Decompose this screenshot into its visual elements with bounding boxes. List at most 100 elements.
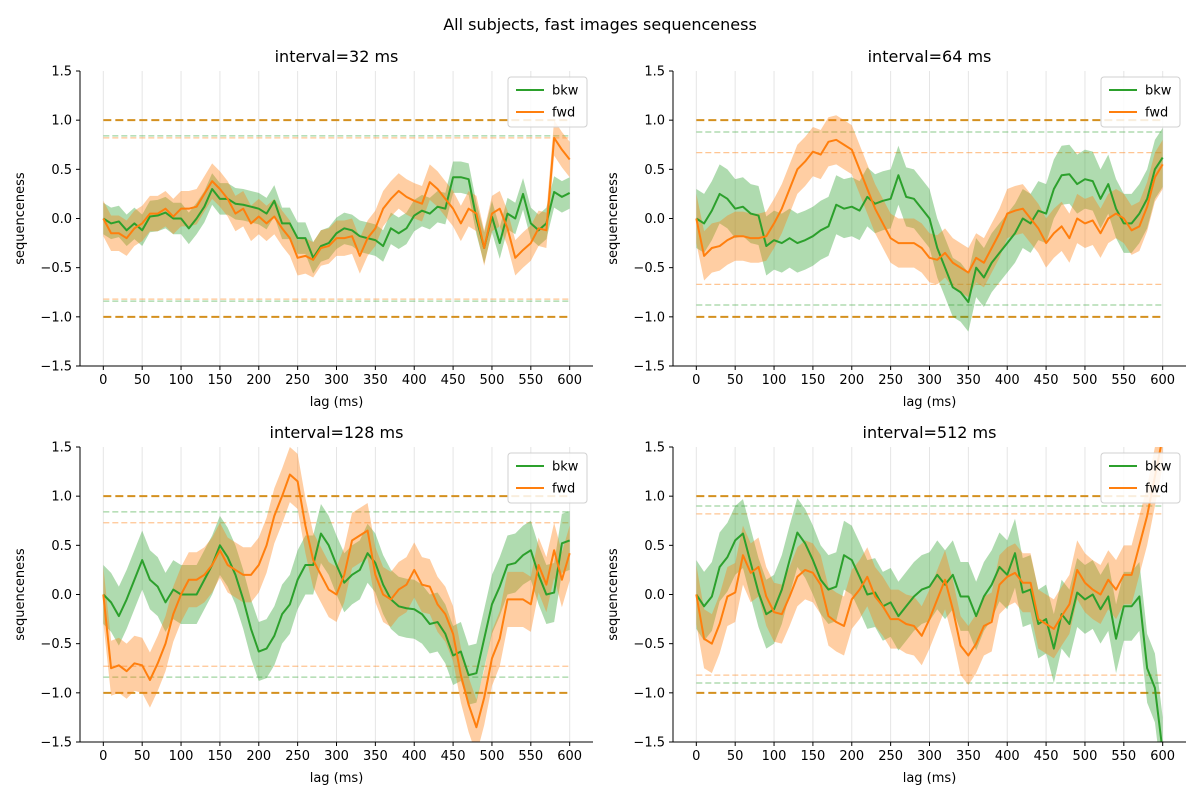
x-tick-label: 50 bbox=[727, 749, 744, 764]
x-tick-label: 600 bbox=[557, 373, 582, 388]
x-tick-label: 300 bbox=[324, 373, 349, 388]
x-tick-label: 350 bbox=[363, 749, 388, 764]
x-tick-label: 600 bbox=[557, 749, 582, 764]
y-tick-label: 1.5 bbox=[51, 441, 72, 456]
series-line-fwd bbox=[695, 138, 1164, 274]
x-tick-label: 450 bbox=[441, 749, 466, 764]
panel-title: interval=64 ms bbox=[868, 47, 992, 66]
x-tick-label: 100 bbox=[762, 749, 787, 764]
panel-title: interval=32 ms bbox=[275, 47, 399, 66]
plot-area bbox=[102, 120, 571, 278]
x-tick-label: 250 bbox=[878, 373, 903, 388]
x-tick-label: 0 bbox=[692, 373, 700, 388]
y-tick-label: −1.0 bbox=[633, 310, 665, 325]
x-tick-label: 550 bbox=[1111, 749, 1136, 764]
x-tick-label: 450 bbox=[1034, 373, 1059, 388]
y-axis-label: sequenceness bbox=[606, 172, 621, 265]
x-tick-label: 150 bbox=[207, 749, 232, 764]
plot-area bbox=[102, 447, 571, 742]
series-line-fwd bbox=[102, 136, 571, 261]
x-tick-label: 0 bbox=[99, 373, 107, 388]
plot-area bbox=[695, 115, 1164, 332]
legend: bkw fwd bbox=[1100, 76, 1181, 128]
x-tick-label: 300 bbox=[917, 749, 942, 764]
x-tick-label: 500 bbox=[480, 373, 505, 388]
y-tick-label: 1.5 bbox=[644, 65, 665, 80]
x-tick-label: 500 bbox=[1073, 373, 1098, 388]
legend-label-fwd: fwd bbox=[552, 482, 575, 497]
x-tick-label: 250 bbox=[285, 373, 310, 388]
y-tick-label: 1.0 bbox=[51, 490, 72, 505]
chart-panel: 0 50 100 150 200 250 300 350 400 450 500 550 600 −1.5… bbox=[606, 423, 1186, 786]
series-line-fwd bbox=[695, 447, 1162, 657]
legend-label-bkw: bkw bbox=[1145, 84, 1172, 99]
y-tick-label: −0.5 bbox=[633, 637, 665, 652]
x-tick-label: 350 bbox=[363, 373, 388, 388]
x-tick-label: 250 bbox=[285, 749, 310, 764]
panels: 0 50 100 150 200 250 300 350 400 450 500 550 600−1.5… bbox=[13, 47, 1186, 786]
legend: bkw fwd bbox=[507, 452, 588, 504]
y-tick-label: 1.0 bbox=[644, 490, 665, 505]
y-tick-label: −1.5 bbox=[40, 360, 72, 375]
x-axis-label: lag (ms) bbox=[903, 395, 957, 410]
figure-title: All subjects, fast images sequenceness bbox=[443, 15, 757, 34]
panel-title: interval=512 ms bbox=[863, 423, 997, 442]
legend-label-bkw: bkw bbox=[552, 460, 579, 475]
x-tick-label: 350 bbox=[956, 749, 981, 764]
x-tick-label: 400 bbox=[402, 373, 427, 388]
y-tick-label: 0.5 bbox=[644, 539, 665, 554]
series-line-bkw bbox=[695, 531, 1163, 742]
y-tick-label: −1.5 bbox=[633, 736, 665, 751]
x-tick-label: 150 bbox=[207, 373, 232, 388]
x-axis-label: lag (ms) bbox=[310, 771, 364, 786]
legend: bkw fwd bbox=[1100, 452, 1181, 504]
confidence-band-fwd bbox=[696, 115, 1163, 298]
y-tick-label: −1.0 bbox=[40, 686, 72, 701]
x-tick-label: 200 bbox=[839, 749, 864, 764]
x-tick-label: 200 bbox=[839, 373, 864, 388]
x-tick-label: 550 bbox=[518, 749, 543, 764]
chart-panel: 0 50 100 150 200 250 300 350 400 450 500 550 600 −1.5… bbox=[13, 47, 593, 410]
x-tick-label: 250 bbox=[878, 749, 903, 764]
y-tick-label: −1.5 bbox=[40, 736, 72, 751]
x-tick-label: 300 bbox=[917, 373, 942, 388]
y-tick-label: 0.0 bbox=[51, 588, 72, 603]
x-tick-label: 0 bbox=[692, 749, 700, 764]
y-tick-label: 1.5 bbox=[51, 65, 72, 80]
confidence-band-fwd bbox=[696, 447, 1163, 685]
y-tick-label: 0.0 bbox=[51, 212, 72, 227]
y-tick-label: −1.0 bbox=[40, 310, 72, 325]
x-tick-label: 350 bbox=[956, 373, 981, 388]
y-tick-label: −0.5 bbox=[40, 637, 72, 652]
series-line-bkw bbox=[695, 156, 1164, 304]
chart-panel: 0 50 100 150 200 250 300 350 400 450 500 550 600 −1.5… bbox=[13, 423, 593, 786]
x-axis-label: lag (ms) bbox=[310, 395, 364, 410]
x-tick-label: 450 bbox=[1034, 749, 1059, 764]
series-line-fwd bbox=[102, 473, 571, 729]
x-tick-label: 50 bbox=[727, 373, 744, 388]
x-tick-label: 0 bbox=[99, 749, 107, 764]
y-axis-label: sequenceness bbox=[13, 172, 28, 265]
x-tick-label: 100 bbox=[762, 373, 787, 388]
x-tick-label: 500 bbox=[480, 749, 505, 764]
x-tick-label: 600 bbox=[1150, 749, 1175, 764]
legend-label-bkw: bkw bbox=[1145, 460, 1172, 475]
x-tick-label: 400 bbox=[402, 749, 427, 764]
confidence-band-bkw bbox=[696, 128, 1163, 332]
confidence-band-fwd bbox=[103, 120, 570, 278]
x-tick-label: 550 bbox=[518, 373, 543, 388]
x-tick-label: 200 bbox=[246, 373, 271, 388]
y-tick-label: 0.5 bbox=[51, 163, 72, 178]
x-tick-label: 150 bbox=[800, 749, 825, 764]
x-axis-label: lag (ms) bbox=[903, 771, 957, 786]
y-tick-label: 0.5 bbox=[644, 163, 665, 178]
legend-label-fwd: fwd bbox=[1145, 106, 1168, 121]
panel-title: interval=128 ms bbox=[270, 423, 404, 442]
y-tick-label: −1.0 bbox=[633, 686, 665, 701]
legend-label-fwd: fwd bbox=[552, 106, 575, 121]
x-tick-label: 100 bbox=[169, 373, 194, 388]
x-tick-label: 300 bbox=[324, 749, 349, 764]
y-tick-label: −0.5 bbox=[633, 261, 665, 276]
plot-area bbox=[695, 447, 1163, 742]
y-tick-label: 0.0 bbox=[644, 212, 665, 227]
